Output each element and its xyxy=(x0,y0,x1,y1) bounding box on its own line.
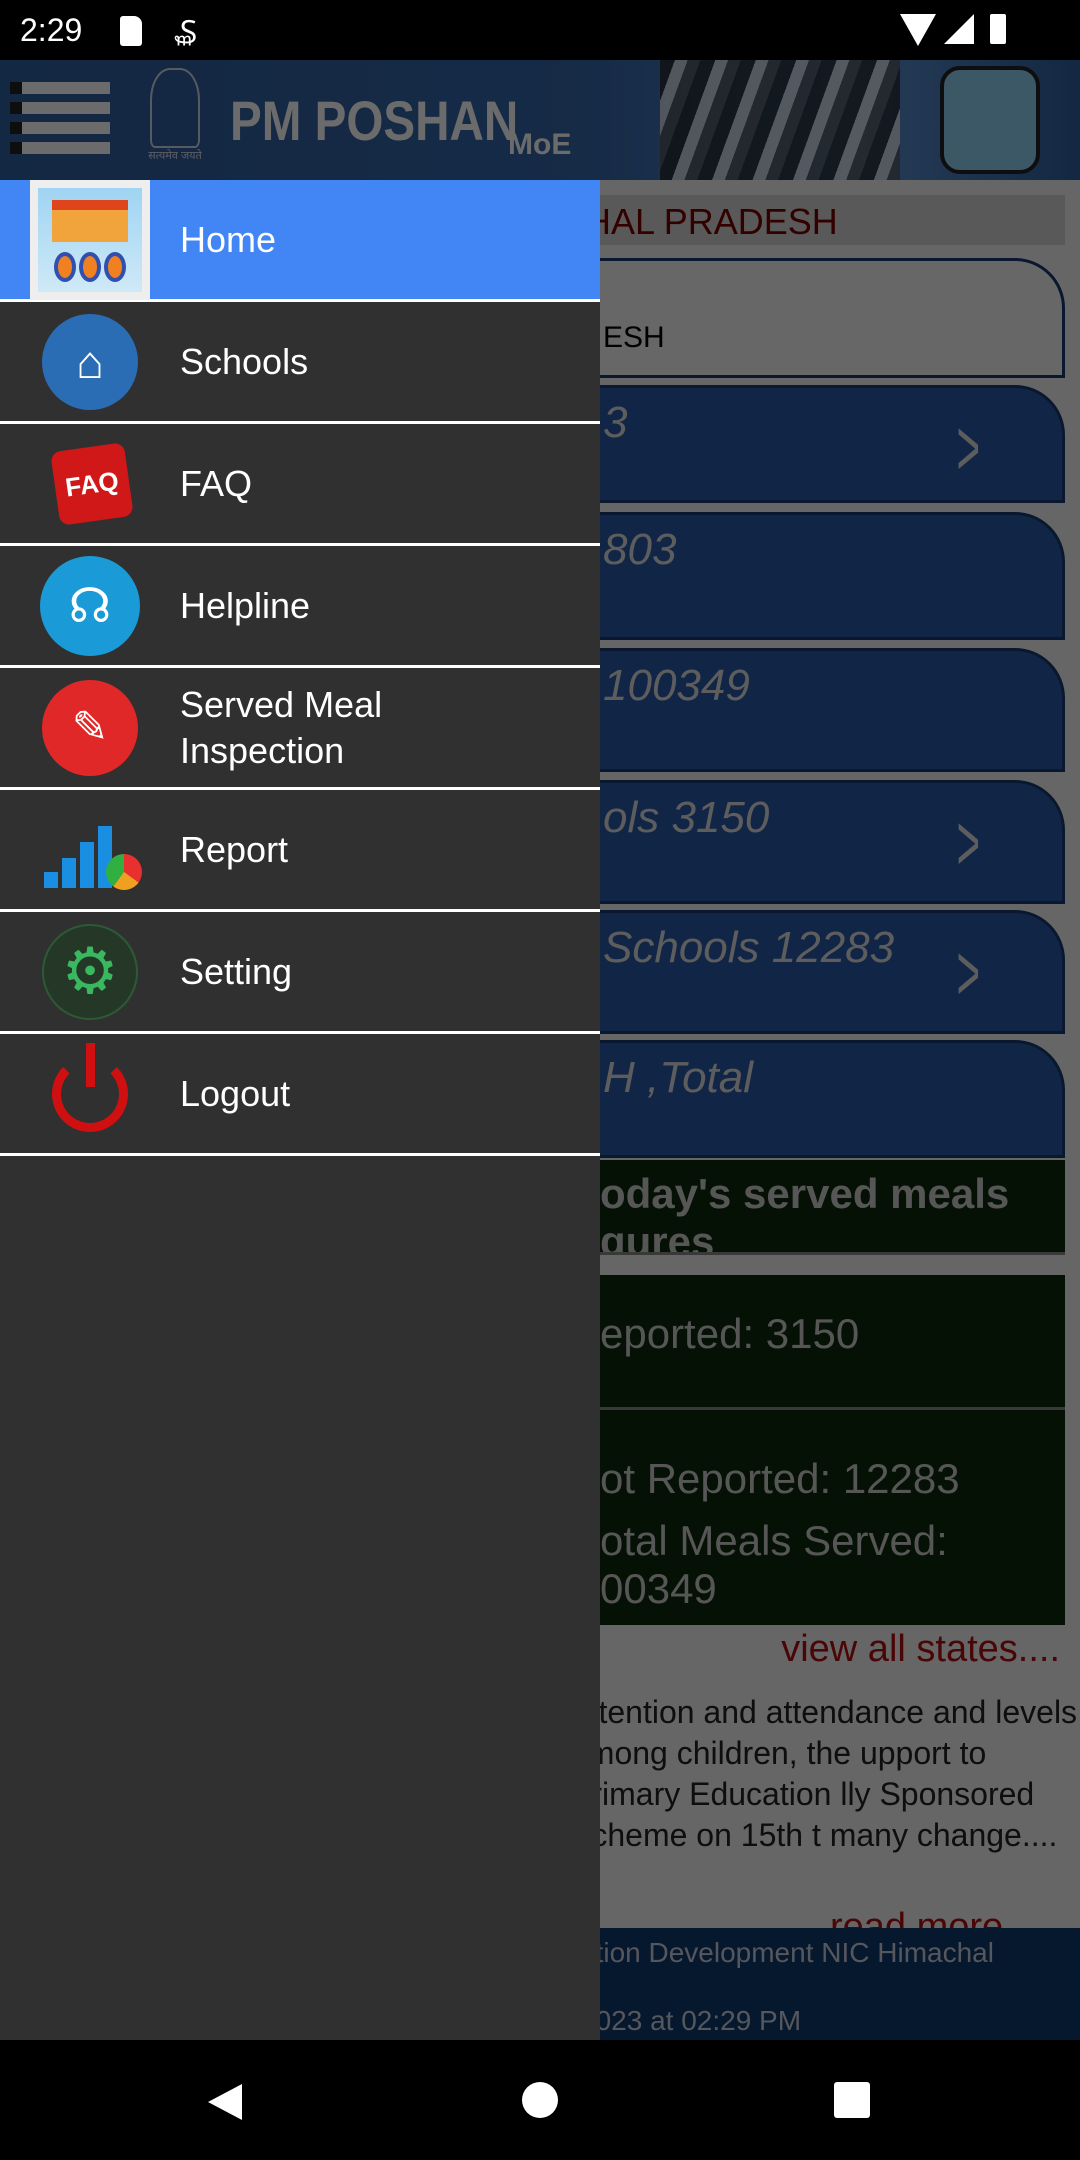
view-all-states-link[interactable]: view all states.... xyxy=(781,1628,1060,1670)
faq-cube-icon: FAQ xyxy=(50,441,134,526)
home-icon[interactable] xyxy=(522,2082,558,2118)
drawer-item-label: Logout xyxy=(180,1072,291,1114)
state-card: ESH xyxy=(560,258,1065,378)
drawer-item-label: FAQ xyxy=(180,462,253,504)
drawer-item-setting[interactable]: ⚙ Setting xyxy=(0,912,600,1034)
stat-card: 803 xyxy=(560,512,1065,640)
drawer-item-served-meal-inspection[interactable]: ✎ Served Meal Inspection xyxy=(0,668,600,790)
navigation-drawer: Home ⌂ Schools FAQ FAQ ☊ Helpline ✎ Serv… xyxy=(0,180,600,2040)
drawer-item-home[interactable]: Home xyxy=(0,180,600,302)
drawer-item-label: Setting xyxy=(180,950,293,992)
app-subtitle: MoE xyxy=(508,128,572,161)
battery-icon xyxy=(990,14,1006,44)
app-header: सत्यमेव जयते PM POSHAN MoE xyxy=(0,60,1080,180)
drawer-item-report[interactable]: Report xyxy=(0,790,600,912)
state-name: HAL PRADESH xyxy=(560,195,1065,245)
system-nav-bar xyxy=(0,2040,1080,2160)
chevron-right-icon: > xyxy=(956,403,981,492)
recents-icon[interactable] xyxy=(834,2082,870,2118)
scheme-description: retention and attendance and levels amon… xyxy=(570,1694,1078,1853)
reported-count: eported: 3150 xyxy=(560,1275,1065,1410)
students-photo xyxy=(660,60,900,180)
drawer-item-helpline[interactable]: ☊ Helpline xyxy=(0,546,600,668)
drawer-item-schools[interactable]: ⌂ Schools xyxy=(0,302,600,424)
stat-card[interactable]: ols 3150 > xyxy=(560,780,1065,904)
drawer-item-label: Report xyxy=(180,828,289,870)
menu-icon[interactable] xyxy=(10,82,110,154)
drawer-item-label: Schools xyxy=(180,340,309,382)
chevron-right-icon: > xyxy=(956,928,981,1017)
drawer-item-faq[interactable]: FAQ FAQ xyxy=(0,424,600,546)
signal-icon xyxy=(944,14,974,44)
national-emblem-icon: सत्यमेव जयते xyxy=(145,68,205,168)
headset-icon: ☊ xyxy=(40,555,140,656)
drawer-item-logout[interactable]: Logout xyxy=(0,1034,600,1156)
power-icon xyxy=(52,1042,128,1132)
sd-card-icon xyxy=(120,16,142,46)
drawer-item-label: Home xyxy=(180,218,277,260)
drawer-item-label: Helpline xyxy=(180,584,311,626)
read-more-link[interactable]: read more xyxy=(830,1906,1004,1928)
status-bar: 2:29 ₷ xyxy=(0,0,1080,60)
stat-card[interactable]: Schools 12283 > xyxy=(560,910,1065,1034)
inspection-icon: ✎ xyxy=(42,679,138,776)
total-meals: otal Meals Served: 00349 xyxy=(560,1505,1065,1625)
stat-card: H ,Total xyxy=(560,1040,1065,1158)
drawer-item-label: Served Meal Inspection xyxy=(180,683,383,771)
app-title: PM POSHAN xyxy=(230,89,519,152)
school-icon xyxy=(30,180,150,300)
stat-card: 100349 xyxy=(560,648,1065,772)
sync-icon: ₷ xyxy=(174,14,198,50)
stat-card[interactable]: 3 > xyxy=(560,385,1065,503)
back-icon[interactable] xyxy=(208,2084,242,2120)
gear-icon: ⚙ xyxy=(42,923,138,1020)
app-logo-icon[interactable] xyxy=(940,66,1040,174)
chevron-right-icon: > xyxy=(956,798,981,887)
clock: 2:29 xyxy=(20,12,83,48)
meals-title: oday's served meals gures xyxy=(560,1160,1065,1255)
footer: ation Development NIC Himachal 2023 at 0… xyxy=(560,1928,1080,2040)
wifi-icon xyxy=(900,14,936,46)
report-chart-icon xyxy=(40,815,142,890)
book-house-icon: ⌂ xyxy=(42,313,138,410)
